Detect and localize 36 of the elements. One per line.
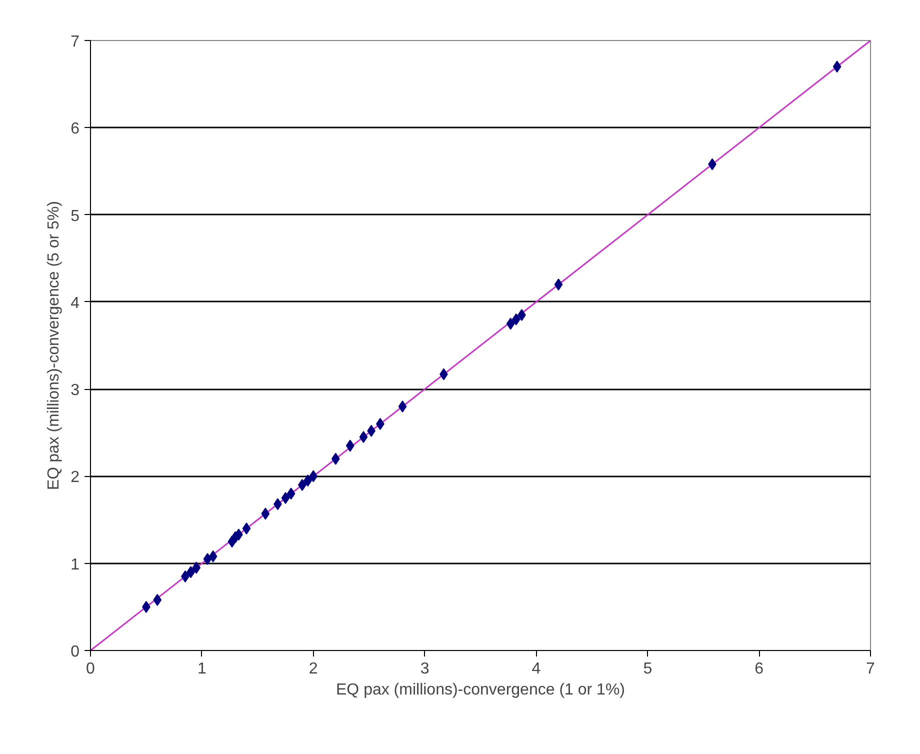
point [331,452,340,465]
x-tick-label: 7 [866,660,876,678]
x-tick-label: 5 [643,660,652,678]
x-tick-label: 3 [420,660,430,678]
y-tick-label: 1 [70,556,80,574]
point [518,309,526,321]
point [398,400,407,412]
point [203,553,212,565]
y-axis-title: EQ pax (millions)-convergence (5 or 5%) [46,200,63,490]
point [359,431,368,443]
point [281,492,290,504]
point [309,470,318,482]
y-tick-label: 4 [70,294,80,312]
x-tick-label: 0 [86,660,96,678]
point [208,550,218,562]
point [506,318,515,330]
y-tick-label: 5 [70,208,80,225]
point [346,440,354,452]
x-tick-label: 1 [197,660,206,678]
x-axis-title: EQ pax (millions)-convergence (1 or 1%) [336,682,626,698]
point [554,278,563,290]
point [153,594,162,606]
point [512,313,520,326]
point [286,488,296,500]
x-tick-label: 2 [308,660,318,678]
point [261,508,270,520]
y-tick-label: 7 [70,34,80,50]
y-tick-label: 2 [70,469,80,486]
y-tick-label: 3 [70,382,80,400]
y-tick-label: 6 [70,120,80,138]
x-tick-label: 4 [532,660,541,678]
x-tick-label: 6 [754,660,764,678]
point [242,522,251,534]
point [832,60,842,73]
y-tick-label: 0 [70,644,80,660]
point [192,562,201,574]
